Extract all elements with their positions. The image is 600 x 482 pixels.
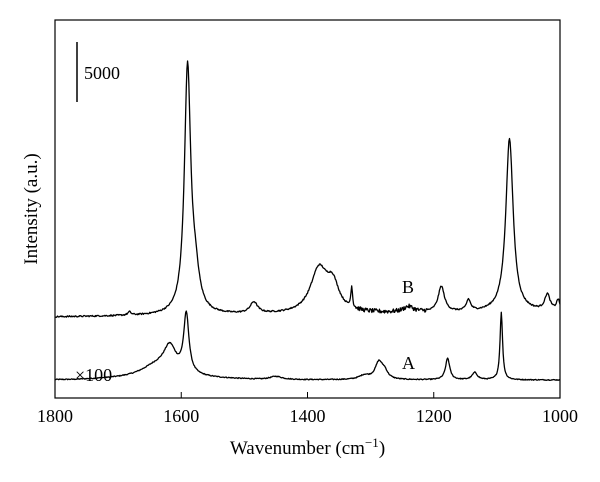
spectrum-line-a — [54, 310, 561, 381]
series-a-label: A — [402, 353, 415, 373]
x-axis-title: Wavenumber (cm−1) — [230, 435, 385, 459]
scale-bar-label: 5000 — [84, 63, 120, 83]
x-tick-label: 1600 — [163, 406, 199, 426]
x-axis-title-close: ) — [379, 438, 385, 459]
spectrum-line-b — [54, 60, 561, 318]
x-axis-title-superscript: −1 — [365, 435, 379, 450]
y-axis-title: Intensity (a.u.) — [21, 153, 42, 264]
x-axis-ticks: 1800 1600 1400 1200 1000 — [37, 392, 578, 426]
plot-frame — [54, 19, 561, 399]
x-tick-label: 1200 — [416, 406, 452, 426]
x-tick-label: 1000 — [542, 406, 578, 426]
x-tick-label: 1800 — [37, 406, 73, 426]
spectrum-lines — [54, 60, 561, 381]
magnification-label: ×100 — [75, 365, 112, 385]
x-axis-title-main: Wavenumber (cm — [230, 438, 365, 459]
series-b-label: B — [402, 277, 414, 297]
x-tick-label: 1400 — [290, 406, 326, 426]
